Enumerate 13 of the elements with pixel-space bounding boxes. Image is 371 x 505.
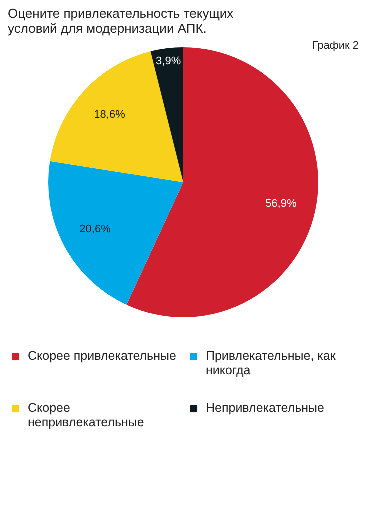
legend-label: Привлекательные, как никогда bbox=[206, 349, 336, 378]
data-label: 56,9% bbox=[266, 198, 297, 210]
legend-label: Скорее непривлекательные bbox=[28, 401, 144, 430]
chart-title: Оцените привлекательность текущих условий для модернизации АПК. bbox=[8, 6, 234, 36]
legend-label: Скорее привлекательные bbox=[28, 349, 176, 363]
data-label: 3,9% bbox=[156, 55, 182, 68]
data-label: 18,6% bbox=[94, 108, 126, 121]
pie-slice bbox=[150, 48, 184, 182]
legend-label: Непривлекательные bbox=[206, 401, 325, 415]
pie-slice bbox=[50, 52, 184, 182]
data-label: 20,6% bbox=[80, 224, 112, 236]
text: График 2 bbox=[312, 40, 359, 52]
pie-slice bbox=[48, 161, 184, 306]
